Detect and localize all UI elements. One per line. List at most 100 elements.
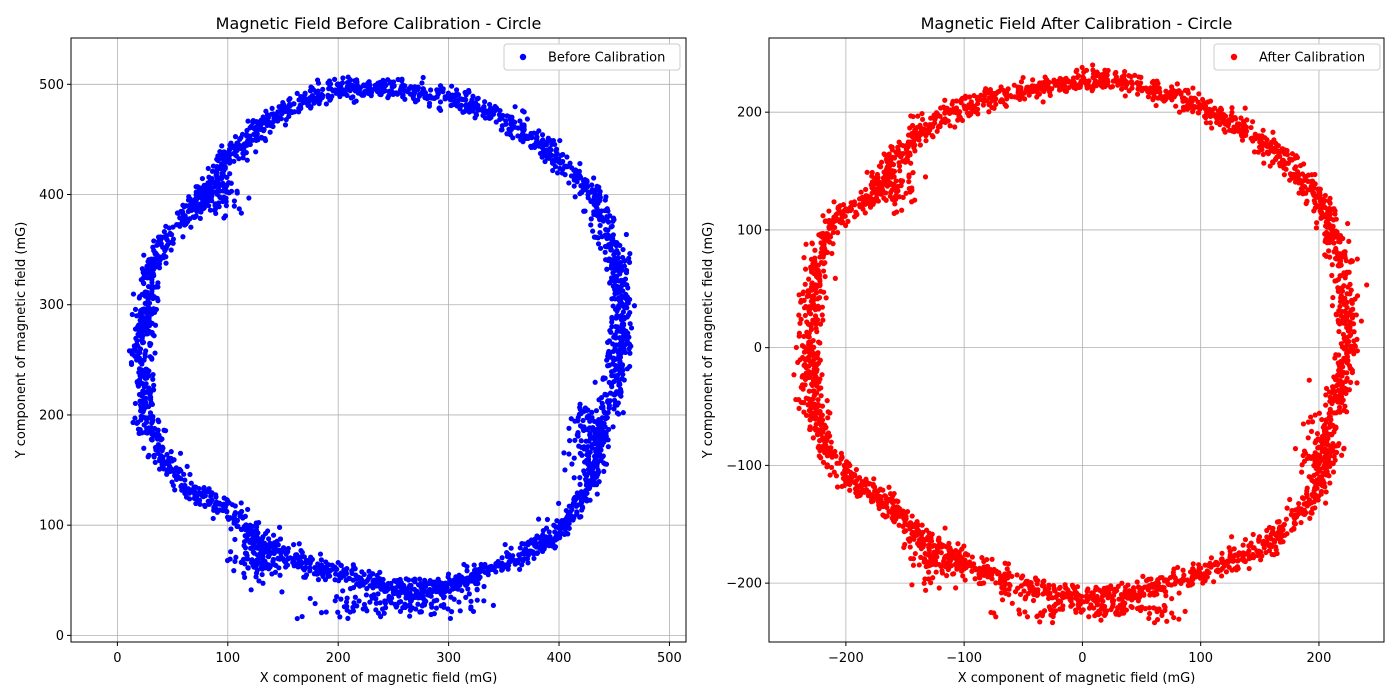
scatter-point <box>137 402 144 408</box>
scatter-point <box>579 507 585 513</box>
scatter-point <box>154 253 160 259</box>
scatter-point <box>562 467 568 473</box>
scatter-point <box>462 580 468 586</box>
scatter-point <box>1227 548 1233 554</box>
scatter-point <box>180 234 186 240</box>
scatter-point <box>617 358 623 365</box>
scatter-point <box>149 420 155 426</box>
scatter-point <box>581 427 587 433</box>
scatter-point <box>435 89 441 96</box>
scatter-point <box>608 265 614 271</box>
scatter-point <box>922 550 928 557</box>
scatter-point <box>824 398 830 404</box>
scatter-point <box>558 523 564 529</box>
scatter-point <box>617 328 623 334</box>
scatter-point <box>194 497 200 503</box>
scatter-point <box>803 412 810 419</box>
scatter-point <box>213 494 219 500</box>
scatter-point <box>353 86 359 92</box>
scatter-point <box>141 280 147 287</box>
scatter-point <box>550 541 556 547</box>
scatter-point <box>1211 579 1217 585</box>
scatter-point <box>302 90 308 96</box>
scatter-point <box>613 274 619 280</box>
scatter-point <box>952 124 958 130</box>
scatter-point <box>134 341 140 347</box>
scatter-point <box>276 524 283 531</box>
scatter-point <box>615 306 621 312</box>
scatter-point <box>132 415 138 421</box>
scatter-point <box>261 540 268 546</box>
scatter-point <box>890 505 896 512</box>
scatter-point <box>606 399 612 405</box>
scatter-point <box>1213 568 1220 574</box>
scatter-point <box>601 468 607 474</box>
scatter-point <box>242 527 249 533</box>
scatter-point <box>354 581 360 587</box>
scatter-point <box>433 605 439 611</box>
scatter-point <box>1162 588 1168 595</box>
scatter-point <box>575 429 581 436</box>
scatter-point <box>602 243 608 250</box>
scatter-point <box>1336 441 1342 447</box>
scatter-point <box>378 614 384 620</box>
scatter-point <box>132 400 139 407</box>
scatter-point <box>602 410 608 416</box>
scatter-point <box>562 517 568 523</box>
scatter-point <box>524 116 530 122</box>
scatter-point <box>872 487 878 493</box>
scatter-point <box>631 303 638 309</box>
scatter-point <box>128 359 135 366</box>
scatter-point <box>1298 519 1304 526</box>
scatter-point <box>1153 102 1159 109</box>
scatter-point <box>998 86 1005 92</box>
scatter-point <box>610 391 617 397</box>
scatter-point <box>1292 165 1298 172</box>
scatter-point <box>283 117 289 123</box>
scatter-point <box>525 560 531 566</box>
scatter-point <box>186 490 193 496</box>
scatter-point <box>228 526 234 532</box>
scatter-point <box>897 168 903 174</box>
scatter-point <box>255 530 261 536</box>
scatter-point <box>1126 588 1133 594</box>
scatter-point <box>440 89 446 95</box>
scatter-point <box>1134 579 1140 585</box>
scatter-point <box>977 575 983 581</box>
scatter-point <box>904 509 911 515</box>
scatter-point <box>1185 90 1191 96</box>
scatter-point <box>560 151 566 158</box>
scatter-point <box>209 490 215 496</box>
scatter-point <box>540 141 546 147</box>
scatter-point <box>1122 84 1129 90</box>
scatter-point <box>386 88 392 94</box>
scatter-point <box>1242 132 1248 138</box>
scatter-point <box>573 168 579 175</box>
scatter-point <box>476 107 482 113</box>
scatter-point <box>510 135 516 141</box>
scatter-point <box>589 445 595 451</box>
scatter-point <box>796 405 802 412</box>
scatter-point <box>561 450 567 456</box>
scatter-point <box>345 74 351 80</box>
scatter-point <box>1345 220 1351 227</box>
scatter-point <box>597 245 604 251</box>
scatter-point <box>574 179 580 185</box>
y-axis-label: Y component of magnetic field (mG) <box>14 222 29 460</box>
scatter-point <box>590 228 596 234</box>
scatter-point <box>596 194 602 201</box>
scatter-point <box>1189 109 1196 115</box>
scatter-point <box>591 201 597 208</box>
scatter-point <box>582 208 588 214</box>
scatter-point <box>312 600 318 607</box>
scatter-point <box>232 143 238 149</box>
scatter-point <box>1219 556 1225 562</box>
scatter-point <box>246 195 252 201</box>
scatter-point <box>485 111 491 117</box>
scatter-point <box>138 315 144 321</box>
scatter-point <box>296 559 302 566</box>
scatter-point <box>450 583 456 589</box>
scatter-point <box>607 354 614 360</box>
scatter-point <box>580 184 586 190</box>
scatter-point <box>1345 328 1351 334</box>
